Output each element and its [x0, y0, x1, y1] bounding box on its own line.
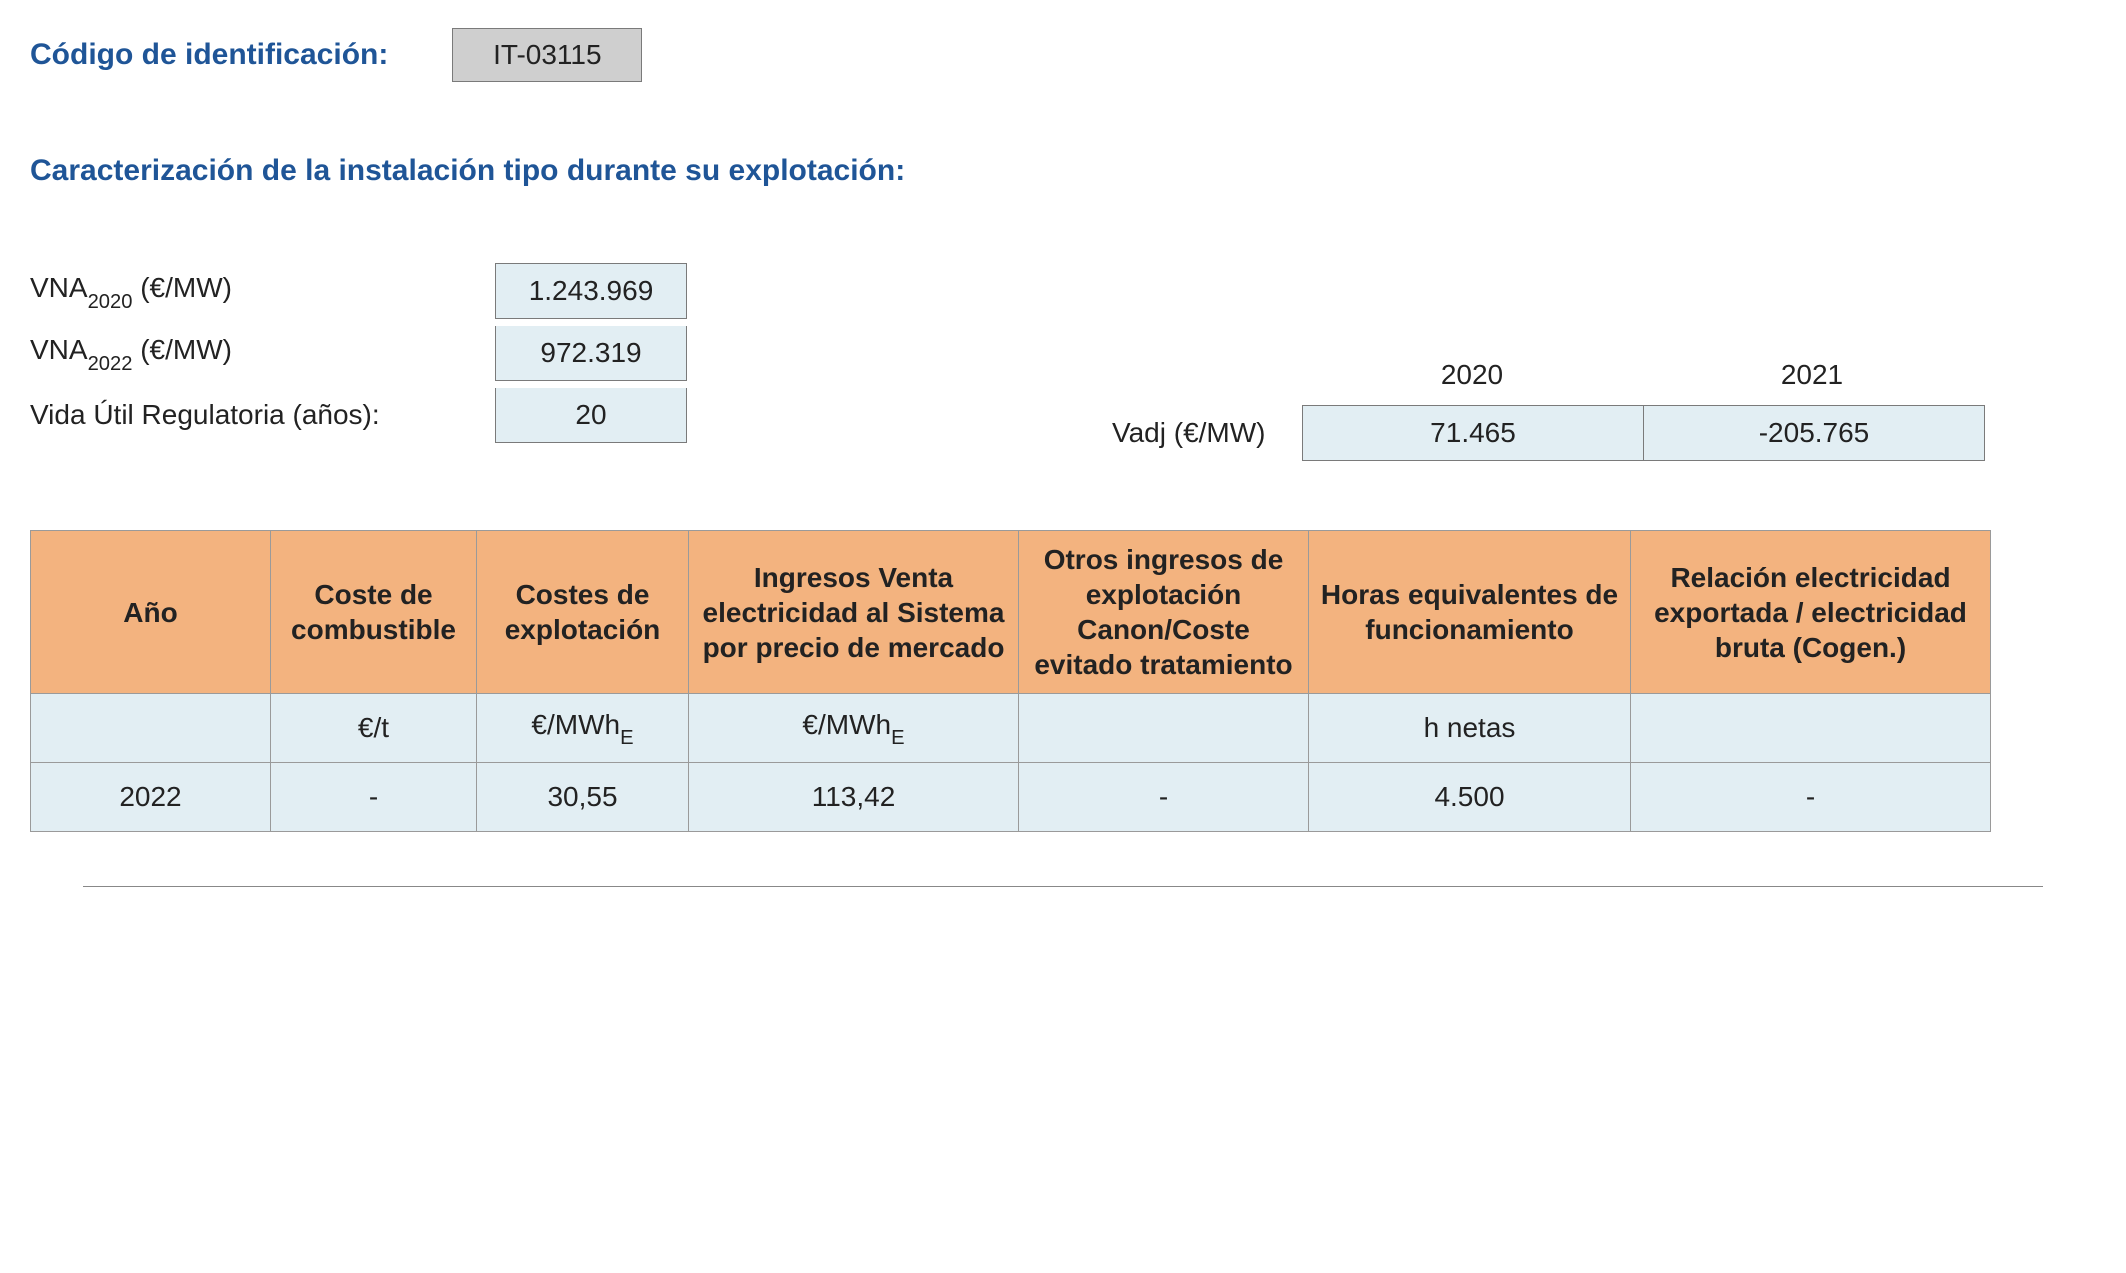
table-cell-0-4: - [1019, 763, 1309, 832]
table-cell-0-6: - [1631, 763, 1991, 832]
vna2020-value: 1.243.969 [495, 263, 687, 319]
vadj-label: Vadj (€/MW) [1112, 405, 1302, 461]
vadj-value-1: -205.765 [1644, 405, 1985, 461]
code-label: Código de identificación: [30, 38, 388, 72]
table-col-header-0: Año [31, 531, 271, 694]
param-label-vidautil: Vida Útil Regulatoria (años): [30, 399, 495, 431]
table-col-header-1: Coste de combustible [271, 531, 477, 694]
table-header-row: AñoCoste de combustibleCostes de explota… [31, 531, 1991, 694]
table-col-header-5: Horas equivalentes de funcionamiento [1309, 531, 1631, 694]
vadj-block: 2020 2021 Vadj (€/MW) 71.465 -205.765 [1112, 345, 1985, 461]
table-row: 2022-30,55113,42-4.500- [31, 763, 1991, 832]
page: Código de identificación: IT-03115 Carac… [0, 0, 2126, 1273]
code-row: Código de identificación: IT-03115 [30, 28, 2096, 82]
table-unit-4 [1019, 694, 1309, 763]
table-unit-6 [1631, 694, 1991, 763]
vidautil-value: 20 [495, 388, 687, 443]
vadj-year-1: 2021 [1642, 359, 1982, 391]
main-table: AñoCoste de combustibleCostes de explota… [30, 530, 1991, 832]
code-value-box: IT-03115 [452, 28, 642, 82]
table-units-row: €/t€/MWhE€/MWhEh netas [31, 694, 1991, 763]
table-unit-1: €/t [271, 694, 477, 763]
section-title: Caracterización de la instalación tipo d… [30, 154, 2096, 188]
table-unit-0 [31, 694, 271, 763]
table-col-header-2: Costes de explotación [477, 531, 689, 694]
vna2020-prefix: VNA [30, 272, 88, 303]
vna2022-suffix: (€/MW) [132, 334, 232, 365]
table-col-header-3: Ingresos Venta electricidad al Sistema p… [689, 531, 1019, 694]
table-cell-0-2: 30,55 [477, 763, 689, 832]
divider-line [83, 886, 2043, 887]
param-row-vna2020: VNA2020 (€/MW) 1.243.969 [30, 260, 2096, 322]
table-cell-0-5: 4.500 [1309, 763, 1631, 832]
table-col-header-6: Relación electricidad exportada / electr… [1631, 531, 1991, 694]
table-cell-0-1: - [271, 763, 477, 832]
vna2020-suffix: (€/MW) [132, 272, 232, 303]
vna2022-sub: 2022 [88, 353, 133, 375]
vadj-year-0: 2020 [1302, 359, 1642, 391]
vna2020-sub: 2020 [88, 291, 133, 313]
vadj-values-row: Vadj (€/MW) 71.465 -205.765 [1112, 405, 1985, 461]
table-unit-2: €/MWhE [477, 694, 689, 763]
table-unit-3: €/MWhE [689, 694, 1019, 763]
table-unit-5: h netas [1309, 694, 1631, 763]
vna2022-prefix: VNA [30, 334, 88, 365]
table-col-header-4: Otros ingresos de explotación Canon/Cost… [1019, 531, 1309, 694]
param-label-vna2022: VNA2022 (€/MW) [30, 334, 495, 372]
param-label-vna2020: VNA2020 (€/MW) [30, 272, 495, 310]
table-cell-0-3: 113,42 [689, 763, 1019, 832]
table-cell-0-0: 2022 [31, 763, 271, 832]
vadj-years-row: 2020 2021 [1112, 345, 1985, 405]
vna2022-value: 972.319 [495, 326, 687, 381]
vadj-value-0: 71.465 [1302, 405, 1644, 461]
